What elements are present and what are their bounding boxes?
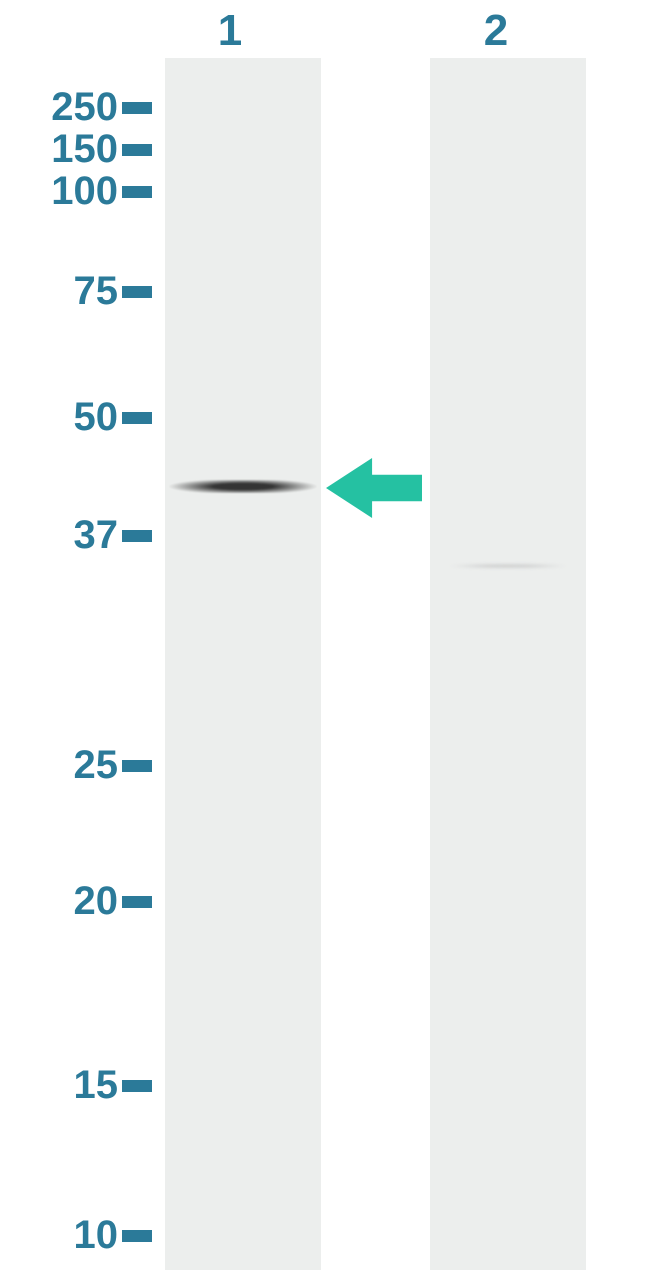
- mw-marker-tick-250: [122, 102, 152, 114]
- mw-marker-tick-75: [122, 286, 152, 298]
- mw-marker-label-100: 100: [51, 169, 118, 214]
- blot-container: 1 2 250150100 75 50 37 25 20 15 10: [0, 0, 650, 1270]
- band-lane2-1: [448, 564, 568, 568]
- arrow-icon: [326, 458, 422, 518]
- lane-2: [430, 58, 586, 1270]
- mw-marker-tick-37: [122, 530, 152, 542]
- lane-1: [165, 58, 321, 1270]
- mw-marker-label-50: 50: [74, 395, 119, 440]
- mw-marker-label-25: 25: [74, 743, 119, 788]
- lane-header-1: 1: [210, 6, 250, 56]
- lane-header-2: 2: [476, 6, 516, 56]
- mw-marker-label-10: 10: [74, 1213, 119, 1258]
- mw-marker-label-250: 250: [51, 85, 118, 130]
- mw-marker-label-37: 37: [74, 513, 119, 558]
- mw-marker-tick-100: [122, 186, 152, 198]
- mw-marker-tick-20: [122, 896, 152, 908]
- mw-marker-label-15: 15: [74, 1063, 119, 1108]
- mw-marker-label-75: 75: [74, 269, 119, 314]
- mw-marker-tick-150: [122, 144, 152, 156]
- indicator-arrow: [326, 458, 422, 523]
- mw-marker-tick-15: [122, 1080, 152, 1092]
- band-lane1-0: [168, 480, 318, 493]
- mw-marker-label-20: 20: [74, 879, 119, 924]
- mw-marker-label-150: 150: [51, 127, 118, 172]
- mw-marker-tick-25: [122, 760, 152, 772]
- mw-marker-tick-50: [122, 412, 152, 424]
- mw-marker-tick-10: [122, 1230, 152, 1242]
